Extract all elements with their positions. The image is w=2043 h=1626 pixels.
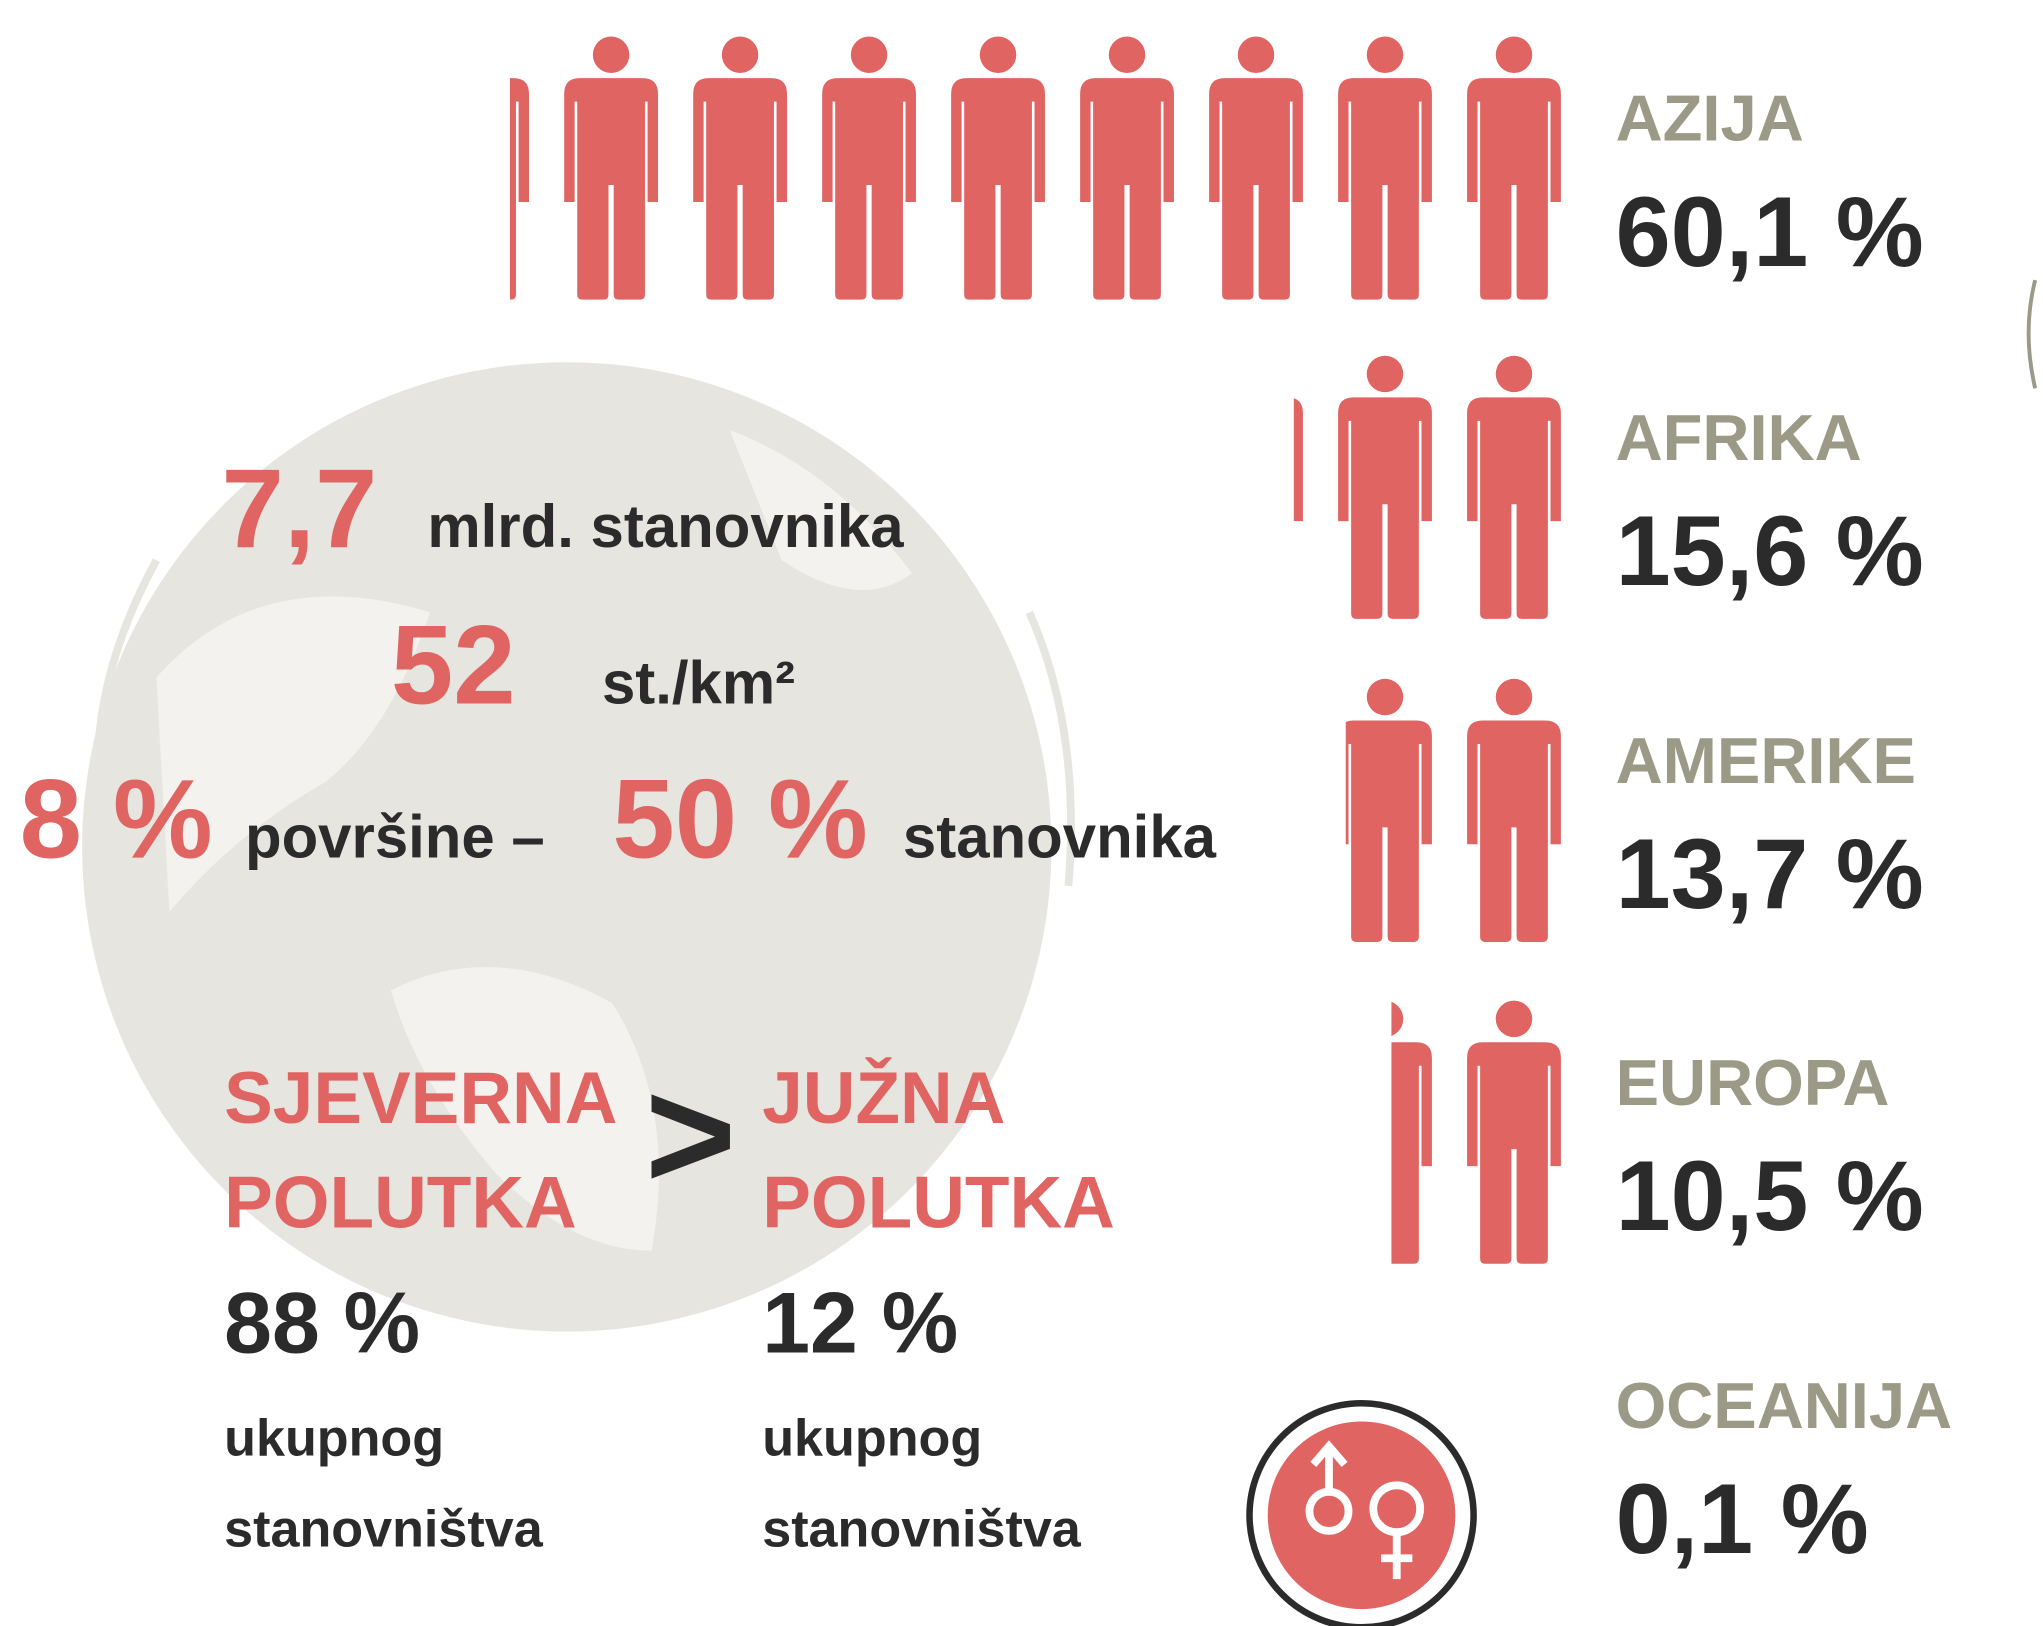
region-row: OCEANIJA 0,1 % <box>1467 1324 1953 1587</box>
region-value: 13,7 % <box>1616 818 1924 929</box>
person-figure <box>1345 678 1432 942</box>
south-text2: stanovništva <box>762 1501 1082 1559</box>
person-figure <box>1293 398 1303 522</box>
person-figure <box>1080 36 1174 300</box>
north-text1: ukupnog <box>224 1409 444 1467</box>
south-value: 12 % <box>762 1275 958 1371</box>
population-unit: mlrd. stanovnika <box>427 493 904 560</box>
person-figure <box>1467 678 1561 942</box>
gender-icon <box>1246 1399 1477 1626</box>
region-row: EUROPA 10,5 % <box>1391 1000 1924 1264</box>
edge-arc <box>2026 279 2038 389</box>
area-text: površine – <box>245 803 545 870</box>
north-text2: stanovništva <box>224 1501 544 1559</box>
region-name: EUROPA <box>1616 1046 1890 1119</box>
comparison: > <box>645 1047 736 1222</box>
person-figure <box>1209 36 1303 300</box>
region-name: OCEANIJA <box>1616 1369 1953 1442</box>
north-line2: POLUTKA <box>224 1162 577 1243</box>
person-figure <box>693 36 787 300</box>
people-text: stanovnika <box>903 803 1217 870</box>
area-value: 8 % <box>20 756 213 881</box>
region-row: AZIJA 60,1 % <box>509 36 1924 300</box>
region-value: 60,1 % <box>1616 176 1924 287</box>
region-value: 0,1 % <box>1616 1463 1869 1574</box>
region-name: AZIJA <box>1616 82 1804 155</box>
person-figure <box>822 36 916 300</box>
person-figure <box>509 78 530 300</box>
south-line2: POLUTKA <box>762 1162 1115 1243</box>
south-line1: JUŽNA <box>762 1058 1005 1139</box>
person-figure <box>1467 1324 1561 1587</box>
region-row: AMERIKE 13,7 % <box>1345 678 1924 942</box>
north-value: 88 % <box>224 1275 420 1371</box>
region-value: 15,6 % <box>1616 495 1924 606</box>
person-figure <box>1338 355 1432 619</box>
region-row: AFRIKA 15,6 % <box>1293 355 1924 619</box>
population-value: 7,7 <box>222 446 378 571</box>
person-figure <box>1391 1001 1432 1264</box>
globe <box>82 362 1075 1332</box>
region-value: 10,5 % <box>1616 1140 1924 1251</box>
stats: 7,7 mlrd. stanovnika 52 st./km² 8 % povr… <box>20 446 1217 881</box>
person-figure <box>1338 36 1432 300</box>
density-value: 52 <box>391 603 516 728</box>
person-figure <box>564 36 658 300</box>
people-value: 50 % <box>612 756 867 881</box>
region-name: AFRIKA <box>1616 401 1862 474</box>
person-figure <box>1467 355 1561 619</box>
person-figure <box>1467 1000 1561 1264</box>
region-name: AMERIKE <box>1616 724 1916 797</box>
person-figure <box>951 36 1045 300</box>
density-unit: st./km² <box>602 650 795 717</box>
north-line1: SJEVERNA <box>224 1058 617 1139</box>
person-figure <box>1467 36 1561 300</box>
hemispheres: SJEVERNA POLUTKA 88 % ukupnog stanovništ… <box>224 1047 1115 1558</box>
south-text1: ukupnog <box>762 1409 982 1467</box>
